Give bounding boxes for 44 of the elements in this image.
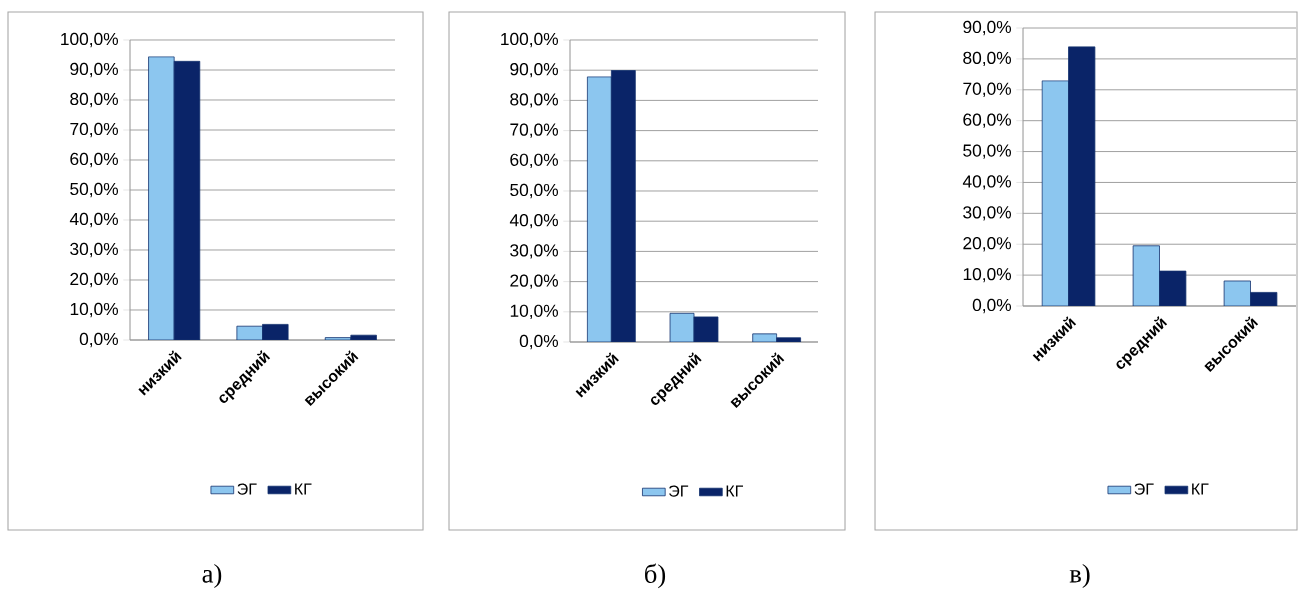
y-tick-label: 50,0% (510, 183, 559, 199)
y-tick-label: 0,0% (79, 332, 119, 348)
y-tick-label: 60,0% (510, 153, 559, 168)
y-tick-label: 90,0% (963, 20, 1012, 36)
legend-label: ЭГ (237, 483, 257, 495)
y-tick-label: 80,0% (963, 51, 1012, 67)
bar (173, 60, 201, 340)
text: в) (1069, 563, 1090, 589)
y-tick-label: 30,0% (510, 244, 559, 259)
y-tick-label: 50,0% (70, 182, 119, 198)
y-tick-label: 100,0% (501, 32, 559, 48)
y-tick-label: 60,0% (70, 152, 119, 168)
text: б) (645, 563, 666, 589)
y-tick-label: 80,0% (510, 93, 559, 108)
y-tick-label: 0,0% (972, 298, 1012, 314)
legend-label: КГ (295, 483, 312, 495)
legend-label: ЭГ (1134, 483, 1154, 495)
bar (1159, 270, 1187, 306)
y-tick-label: 40,0% (69, 212, 119, 228)
y-tick-label: 40,0% (962, 175, 1012, 190)
legend-label: КГ (726, 485, 744, 497)
legend-label: ЭГ (669, 485, 689, 497)
y-tick-label: 90,0% (70, 62, 119, 78)
y-tick-label: 20,0% (70, 272, 119, 288)
y-tick-label: 60,0% (963, 113, 1012, 128)
y-tick-label: 70,0% (70, 122, 119, 138)
text: а) (202, 563, 222, 589)
y-tick-label: 40,0% (509, 214, 559, 229)
y-tick-label: 10,0% (70, 302, 119, 318)
y-tick-label: 10,0% (510, 304, 559, 319)
y-tick-label: 70,0% (510, 123, 559, 138)
y-tick-label: 50,0% (963, 144, 1012, 159)
y-tick-label: 20,0% (963, 237, 1012, 252)
legend-label: КГ (1192, 483, 1209, 495)
y-tick-label: 100,0% (61, 32, 119, 48)
y-tick-label: 10,0% (963, 267, 1012, 283)
bar (1068, 46, 1096, 306)
y-tick-label: 90,0% (510, 63, 559, 78)
y-tick-label: 80,0% (70, 92, 119, 108)
y-tick-label: 30,0% (70, 242, 119, 258)
y-tick-label: 70,0% (963, 82, 1012, 97)
y-tick-label: 0,0% (519, 334, 559, 350)
y-tick-label: 30,0% (963, 206, 1012, 221)
y-tick-label: 20,0% (510, 274, 559, 289)
